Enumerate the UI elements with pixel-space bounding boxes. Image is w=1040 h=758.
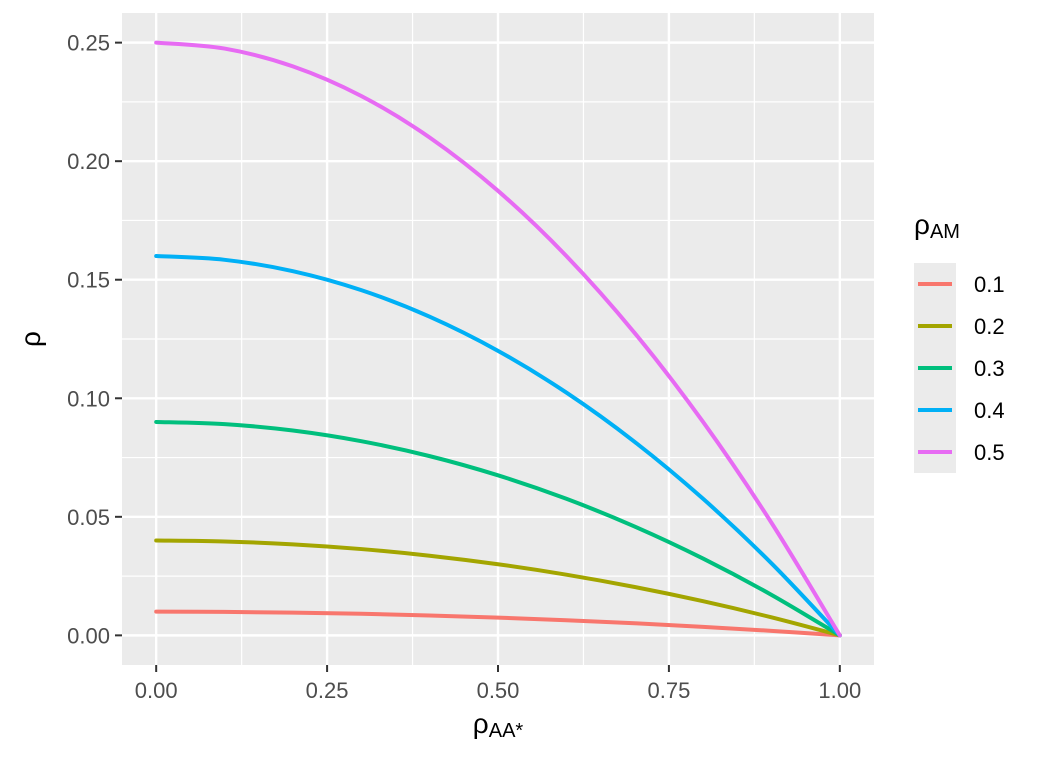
y-axis-title: ρ: [15, 331, 46, 347]
x-axis-title: ρAA*: [473, 708, 524, 742]
series-line-0.4: [154, 254, 842, 638]
x-tick-label: 1.00: [818, 678, 861, 703]
legend-label: 0.3: [974, 356, 1005, 381]
legend-title: ρAM: [914, 209, 960, 243]
y-tick-label: 0.25: [67, 31, 110, 56]
series-lines: [154, 40, 842, 638]
x-axis-title-main: ρ: [473, 708, 489, 739]
y-tick-label: 0.20: [67, 149, 110, 174]
x-tick-label: 0.25: [306, 678, 349, 703]
x-tick-label: 0.75: [647, 678, 690, 703]
x-tick-label: 0.50: [477, 678, 520, 703]
y-axis: 0.00 0.05 0.10 0.15 0.20 0.25: [67, 31, 122, 648]
series-line-0.2: [154, 538, 842, 638]
legend: ρAM 0.1 0.2 0.3 0.4 0.5: [914, 209, 1005, 473]
series-line-0.1: [154, 609, 842, 638]
legend-label: 0.2: [974, 314, 1005, 339]
y-tick-label: 0.15: [67, 268, 110, 293]
legend-title-main: ρ: [914, 209, 930, 240]
y-tick-label: 0.00: [67, 623, 110, 648]
major-gridlines: [122, 13, 874, 665]
legend-label: 0.4: [974, 398, 1005, 423]
y-tick-label: 0.05: [67, 505, 110, 530]
y-tick-label: 0.10: [67, 386, 110, 411]
x-axis-title-sub: AA*: [489, 720, 524, 742]
legend-title-sub: AM: [930, 221, 960, 243]
x-axis: 0.00 0.25 0.50 0.75 1.00: [135, 665, 861, 703]
legend-label: 0.5: [974, 440, 1005, 465]
x-tick-label: 0.00: [135, 678, 178, 703]
series-line-0.3: [154, 419, 842, 638]
legend-label: 0.1: [974, 272, 1005, 297]
legend-items: 0.1 0.2 0.3 0.4 0.5: [914, 263, 1005, 473]
series-line-0.5: [154, 40, 842, 638]
